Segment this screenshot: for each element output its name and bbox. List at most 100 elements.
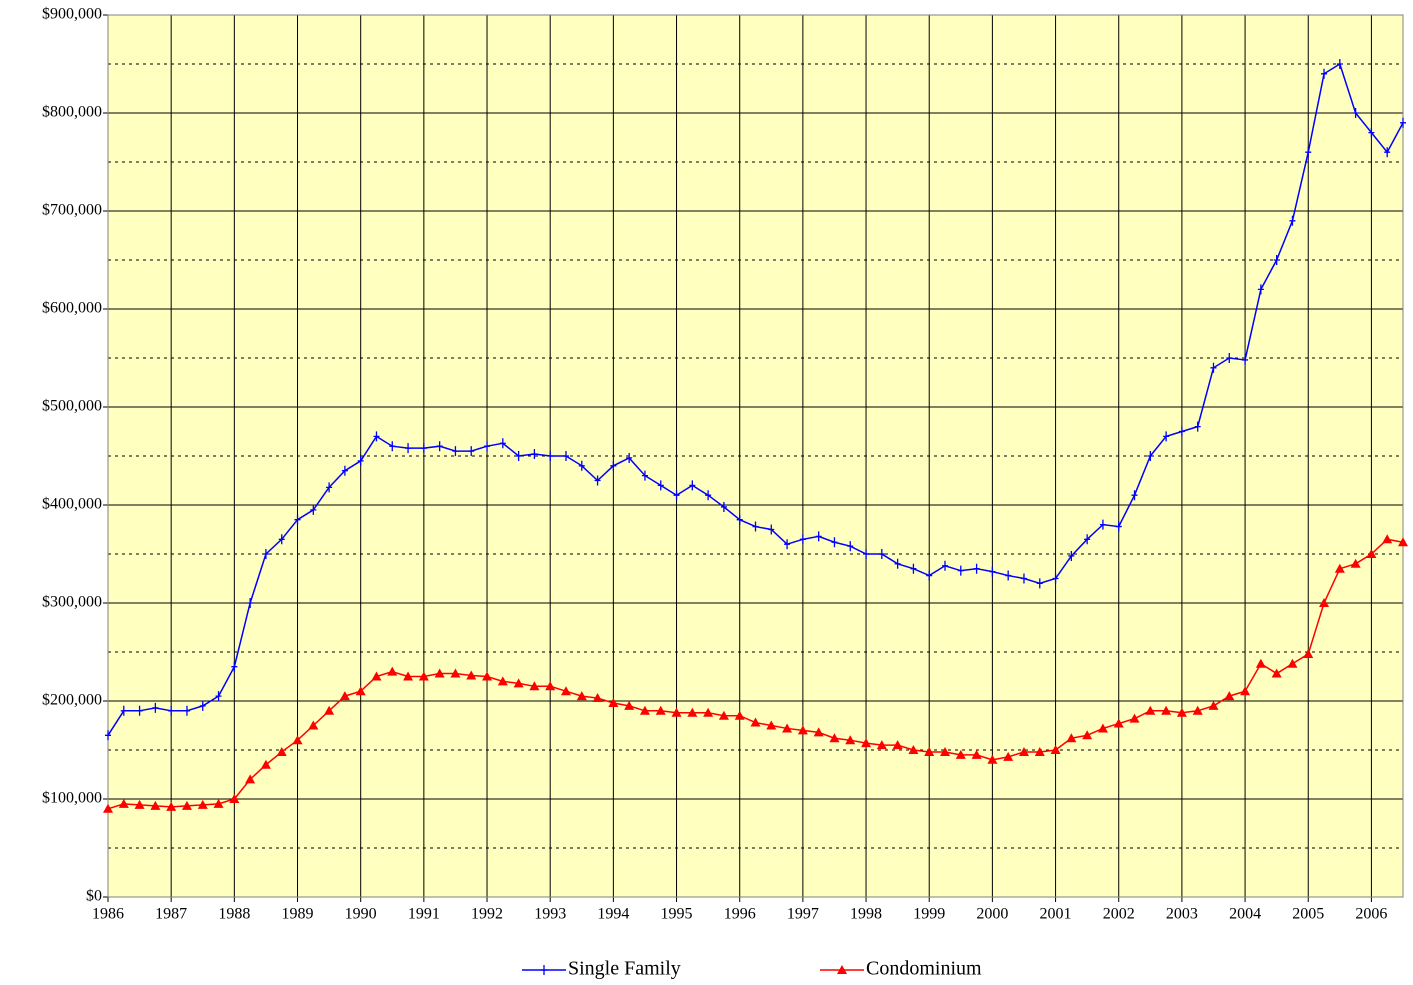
marker [1398, 537, 1408, 547]
marker [847, 541, 854, 552]
marker [1321, 68, 1328, 79]
marker [924, 746, 935, 756]
marker [831, 537, 838, 548]
marker [1400, 117, 1406, 128]
marker [308, 720, 319, 730]
marker [103, 803, 113, 813]
marker [497, 676, 508, 686]
marker [734, 710, 745, 720]
x-tick-label: 1991 [408, 906, 440, 923]
legend-label: Single Family [568, 958, 681, 980]
marker [718, 710, 729, 720]
marker [199, 700, 206, 711]
marker [608, 697, 619, 707]
marker [1242, 354, 1249, 365]
x-tick-label: 2003 [1166, 906, 1198, 923]
marker [541, 965, 547, 975]
marker [197, 799, 208, 809]
y-tick-label: $100,000 [42, 790, 102, 807]
y-tick-label: $500,000 [42, 398, 102, 415]
marker [837, 965, 847, 974]
marker [942, 560, 949, 571]
x-tick-label: 1995 [661, 906, 693, 923]
y-tick-label: $800,000 [42, 104, 102, 121]
marker [797, 725, 808, 735]
x-tick-label: 1998 [850, 906, 882, 923]
marker [863, 549, 870, 559]
marker [1176, 707, 1187, 717]
marker [1303, 648, 1314, 658]
marker [547, 451, 554, 461]
marker [655, 705, 666, 715]
marker [799, 534, 806, 545]
marker [813, 727, 824, 737]
marker [1020, 573, 1027, 584]
marker [592, 693, 603, 703]
x-tick-label: 2005 [1292, 906, 1324, 923]
marker [387, 666, 398, 676]
x-tick-label: 1987 [155, 906, 187, 923]
marker [1115, 521, 1122, 532]
marker [940, 746, 951, 756]
marker [418, 671, 429, 681]
marker [1050, 745, 1061, 754]
marker [326, 482, 333, 493]
marker [166, 801, 177, 811]
marker [1210, 362, 1217, 373]
marker [955, 749, 966, 759]
y-tick-label: $700,000 [42, 202, 102, 219]
marker [1066, 733, 1077, 743]
series [103, 534, 1408, 813]
marker [957, 565, 964, 576]
marker [971, 749, 982, 759]
x-tick-label: 1990 [345, 906, 377, 923]
marker [671, 707, 682, 717]
marker [894, 558, 901, 569]
marker [324, 705, 335, 715]
marker [1366, 549, 1377, 558]
x-tick-label: 1996 [724, 906, 756, 923]
marker [1257, 284, 1264, 295]
marker [768, 524, 775, 535]
marker [1289, 215, 1296, 226]
marker [231, 661, 238, 672]
marker [989, 566, 996, 577]
marker [436, 441, 443, 452]
marker [1097, 723, 1108, 733]
marker [484, 441, 491, 452]
marker [1068, 550, 1075, 561]
marker [1287, 658, 1298, 668]
marker [513, 678, 524, 688]
marker [720, 501, 727, 512]
marker [215, 691, 222, 702]
marker [1018, 746, 1029, 756]
marker [784, 539, 791, 550]
marker [389, 441, 396, 452]
marker [1129, 713, 1140, 723]
marker [371, 671, 382, 681]
y-tick-label: $200,000 [42, 692, 102, 709]
marker [626, 452, 633, 463]
marker [845, 735, 856, 745]
marker [482, 671, 493, 681]
marker [815, 531, 822, 542]
marker [357, 455, 364, 466]
x-tick-label: 1986 [92, 906, 124, 923]
marker [908, 745, 919, 754]
x-tick-label: 2002 [1103, 906, 1135, 923]
marker [1384, 147, 1391, 158]
marker [1271, 668, 1282, 678]
x-tick-label: 1997 [787, 906, 819, 923]
marker [1003, 751, 1014, 761]
marker [1131, 490, 1138, 501]
marker [926, 570, 933, 581]
marker [120, 705, 127, 716]
marker [1382, 534, 1393, 544]
marker [515, 451, 522, 461]
marker [1255, 658, 1266, 668]
marker [1147, 451, 1154, 461]
legend-label: Condominium [866, 958, 982, 980]
marker [452, 446, 459, 457]
marker [213, 798, 224, 808]
